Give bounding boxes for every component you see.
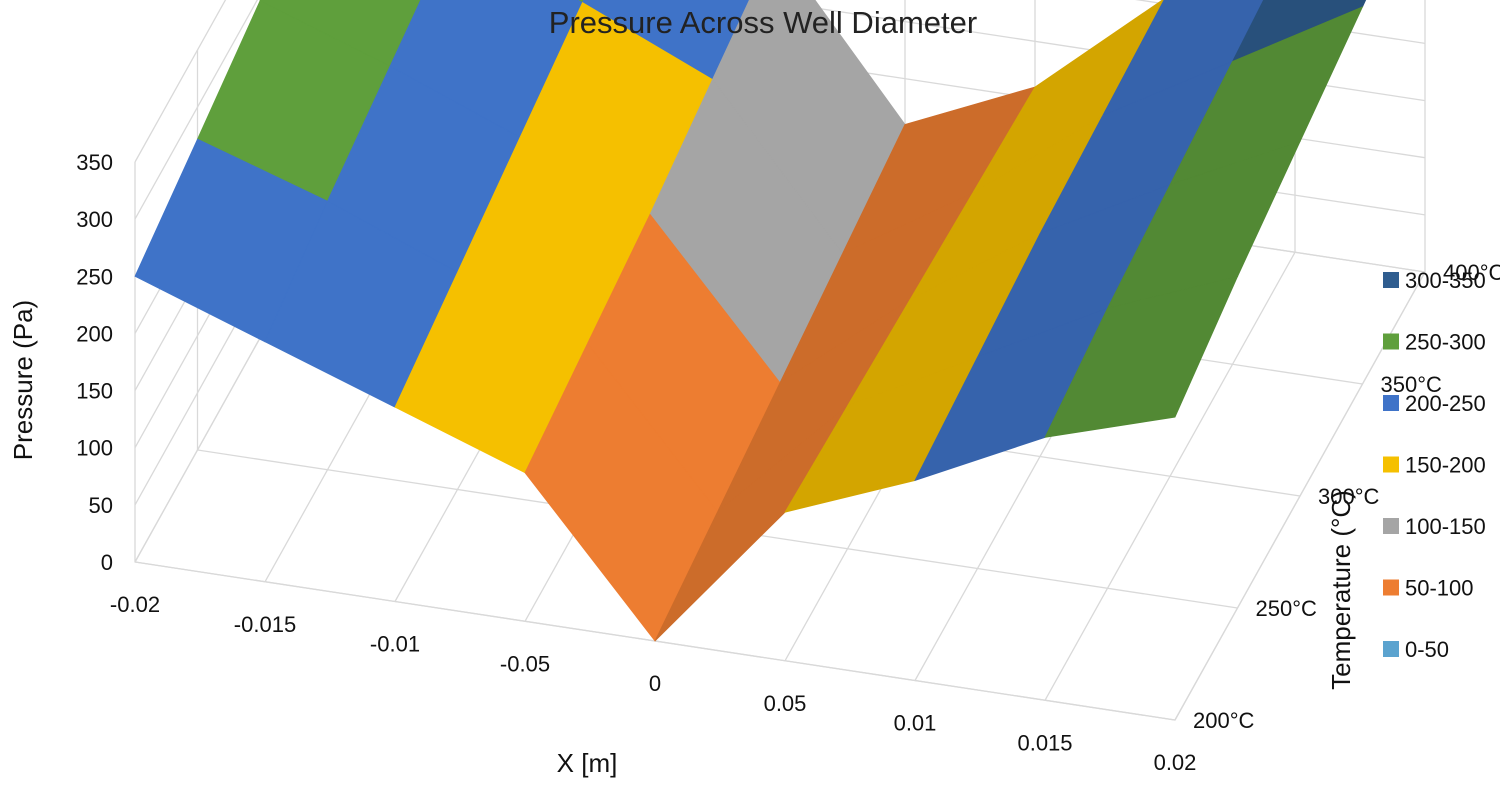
- z-tick-label: 50: [89, 493, 113, 518]
- legend-label: 50-100: [1405, 576, 1474, 601]
- legend-swatch: [1383, 272, 1399, 288]
- legend-label: 0-50: [1405, 637, 1449, 662]
- legend-swatch: [1383, 641, 1399, 657]
- y-tick-label: 400°C: [1443, 260, 1500, 285]
- y-tick-label: 200°C: [1193, 708, 1255, 733]
- y-tick-label: 250°C: [1256, 596, 1318, 621]
- x-tick-label: -0.01: [370, 632, 420, 657]
- x-tick-label: -0.015: [234, 612, 296, 637]
- grid-line-z: [134, 0, 227, 163]
- surface-patch: [1044, 276, 1239, 438]
- legend-swatch: [1383, 456, 1399, 473]
- x-tick-label: 0.02: [1154, 750, 1197, 775]
- x-tick-label: -0.02: [110, 592, 160, 617]
- legend-label: 250-300: [1405, 330, 1486, 355]
- z-tick-label: 200: [76, 321, 113, 346]
- y-tick-label: 300°C: [1318, 484, 1380, 509]
- legend-swatch: [1383, 395, 1399, 411]
- legend-swatch: [1383, 518, 1399, 534]
- legend-label: 150-200: [1405, 453, 1486, 478]
- z-axis-title: Pressure (Pa): [8, 300, 38, 460]
- legend: 300-350 250-300 200-250 150-200 100-150 50-10…: [1383, 268, 1486, 662]
- floor-edge: [134, 271, 1426, 721]
- x-tick-label: 0.015: [1017, 730, 1072, 755]
- z-tick-label: 300: [76, 207, 113, 232]
- x-tick-label: 0: [649, 671, 661, 696]
- y-tick-label: 350°C: [1381, 372, 1443, 397]
- legend-swatch: [1383, 333, 1399, 350]
- legend-label: 300-350: [1405, 268, 1486, 293]
- z-tick-label: 350: [76, 150, 113, 175]
- z-axis-ticks: 0 50 100 150 200 250 300 350: [76, 150, 113, 575]
- z-tick-label: 250: [76, 264, 113, 289]
- x-tick-label: -0.05: [500, 651, 550, 676]
- x-tick-label: 0.01: [894, 711, 937, 736]
- z-tick-label: 100: [76, 436, 113, 461]
- y-axis-title: Temperature (°C): [1326, 490, 1356, 690]
- x-tick-label: 0.05: [764, 691, 807, 716]
- x-axis-ticks: -0.02 -0.015 -0.01 -0.05 0 0.05 0.01 0.015 0.02: [110, 592, 1196, 775]
- z-tick-label: 0: [101, 550, 113, 575]
- y-axis-ticks: 200°C 250°C 300°C 350°C 400°C: [1193, 260, 1500, 733]
- legend-label: 100-150: [1405, 514, 1486, 539]
- legend-label: 200-250: [1405, 391, 1486, 416]
- x-axis-title: X [m]: [557, 748, 618, 778]
- surface-plot: [134, 0, 1367, 642]
- z-tick-label: 150: [76, 379, 113, 404]
- legend-swatch: [1383, 579, 1399, 596]
- grid-line-z: [134, 0, 259, 220]
- chart-title: Pressure Across Well Diameter: [549, 5, 977, 40]
